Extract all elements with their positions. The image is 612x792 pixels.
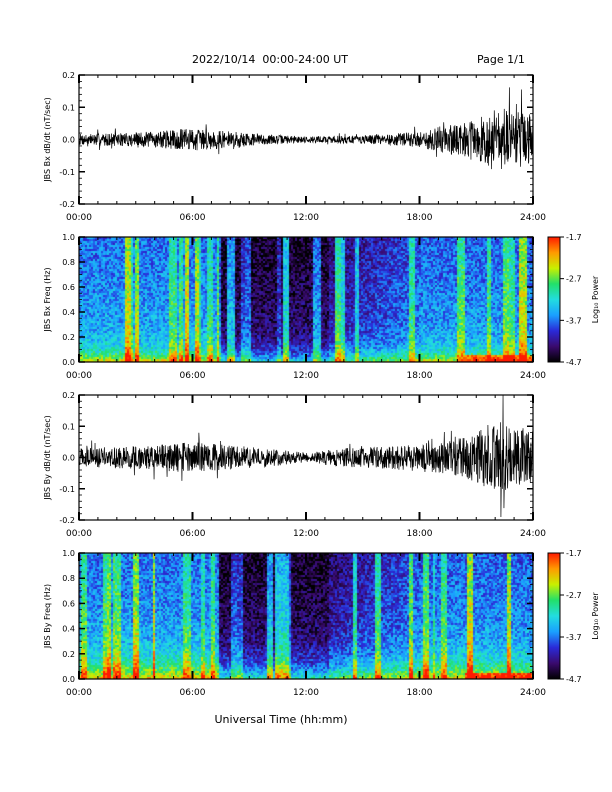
y-tick-label: 0.2 [62, 650, 75, 659]
y-tick-label: 0.8 [62, 258, 75, 267]
colorbar-tick-label: -1.7 [566, 233, 582, 242]
colorbar-label: Log₁₀ Power [591, 592, 600, 640]
x-tick-label: 24:00 [520, 213, 546, 223]
x-tick-label: 06:00 [180, 213, 206, 223]
x-tick-label: 06:00 [180, 371, 206, 381]
y-tick-label: -0.1 [59, 168, 75, 177]
y-tick-label: 0.4 [62, 308, 75, 317]
x-tick-label: 18:00 [407, 688, 433, 698]
y-axis-label: JBS Bx dB/dt (nT/sec) [43, 97, 52, 183]
y-tick-label: -0.2 [59, 200, 75, 209]
colorbar-tick-label: -4.7 [566, 675, 582, 684]
spectrogram-panel: -1.7 -2.7 -3.7 -4.7 Log₁₀ Power 00:00 06:00 12:… [43, 549, 600, 698]
y-axis-label: JBS By Freq (Hz) [43, 584, 52, 649]
y-tick-label: 0.0 [62, 358, 75, 367]
y-tick-label: 0.0 [62, 136, 75, 145]
dbdt-panel: 00:00 06:00 12:00 18:00 24:00 0.2 0.1 0.0 -0.1 -0… [43, 391, 546, 539]
x-tick-label: 18:00 [407, 371, 433, 381]
y-tick-label: 0.0 [62, 675, 75, 684]
date-range-title: 2022/10/14 00:00-24:00 UT [192, 53, 349, 66]
colorbar-label: Log₁₀ Power [591, 275, 600, 323]
x-tick-label: 18:00 [407, 529, 433, 539]
colorbar-tick-label: -3.7 [566, 633, 582, 642]
dbdt-panel: 00:00 06:00 12:00 18:00 24:00 0.2 0.1 0.0 -0.1 -0… [43, 71, 546, 223]
y-tick-label: -0.1 [59, 485, 75, 494]
x-tick-label: 18:00 [407, 213, 433, 223]
x-tick-label: 06:00 [180, 688, 206, 698]
y-tick-label: 0.2 [62, 391, 75, 400]
spectrogram-panel: -1.7 -2.7 -3.7 -4.7 Log₁₀ Power 00:00 06:00 12:… [43, 233, 600, 381]
y-tick-label: 0.4 [62, 625, 75, 634]
x-tick-label: 24:00 [520, 529, 546, 539]
x-axis-title: Universal Time (hh:mm) [215, 713, 348, 726]
colorbar-tick-label: -2.7 [566, 591, 582, 600]
y-tick-label: 0.6 [62, 283, 75, 292]
colorbar [547, 552, 561, 680]
x-tick-label: 12:00 [293, 688, 319, 698]
y-tick-label: 0.8 [62, 574, 75, 583]
x-tick-label: 24:00 [520, 688, 546, 698]
spectrogram-image [79, 553, 533, 679]
x-tick-label: 12:00 [293, 371, 319, 381]
x-tick-label: 00:00 [66, 529, 92, 539]
y-tick-label: 0.1 [62, 103, 75, 112]
y-tick-label: -0.2 [59, 516, 75, 525]
colorbar-tick-label: -3.7 [566, 316, 582, 325]
x-tick-label: 00:00 [66, 688, 92, 698]
colorbar-tick-label: -2.7 [566, 275, 582, 284]
x-tick-label: 24:00 [520, 371, 546, 381]
x-tick-label: 12:00 [293, 213, 319, 223]
y-tick-label: 0.2 [62, 71, 75, 80]
signal-trace [78, 395, 534, 518]
y-tick-label: 1.0 [62, 549, 75, 558]
y-tick-label: 0.0 [62, 454, 75, 463]
colorbar-tick-label: -4.7 [566, 358, 582, 367]
colorbar-tick-label: -1.7 [566, 549, 582, 558]
page-number: Page 1/1 [477, 53, 525, 66]
signal-trace [78, 87, 534, 170]
x-tick-label: 06:00 [180, 529, 206, 539]
y-tick-label: 0.2 [62, 333, 75, 342]
x-tick-label: 00:00 [66, 371, 92, 381]
y-tick-label: 1.0 [62, 233, 75, 242]
y-axis-label: JBS Bx Freq (Hz) [43, 267, 52, 332]
spectrogram-image [79, 237, 533, 362]
x-tick-label: 12:00 [293, 529, 319, 539]
colorbar [547, 236, 561, 363]
x-tick-label: 00:00 [66, 213, 92, 223]
y-tick-label: 0.6 [62, 599, 75, 608]
y-axis-label: JBS By dB/dt (nT/sec) [43, 415, 52, 501]
y-tick-label: 0.1 [62, 422, 75, 431]
